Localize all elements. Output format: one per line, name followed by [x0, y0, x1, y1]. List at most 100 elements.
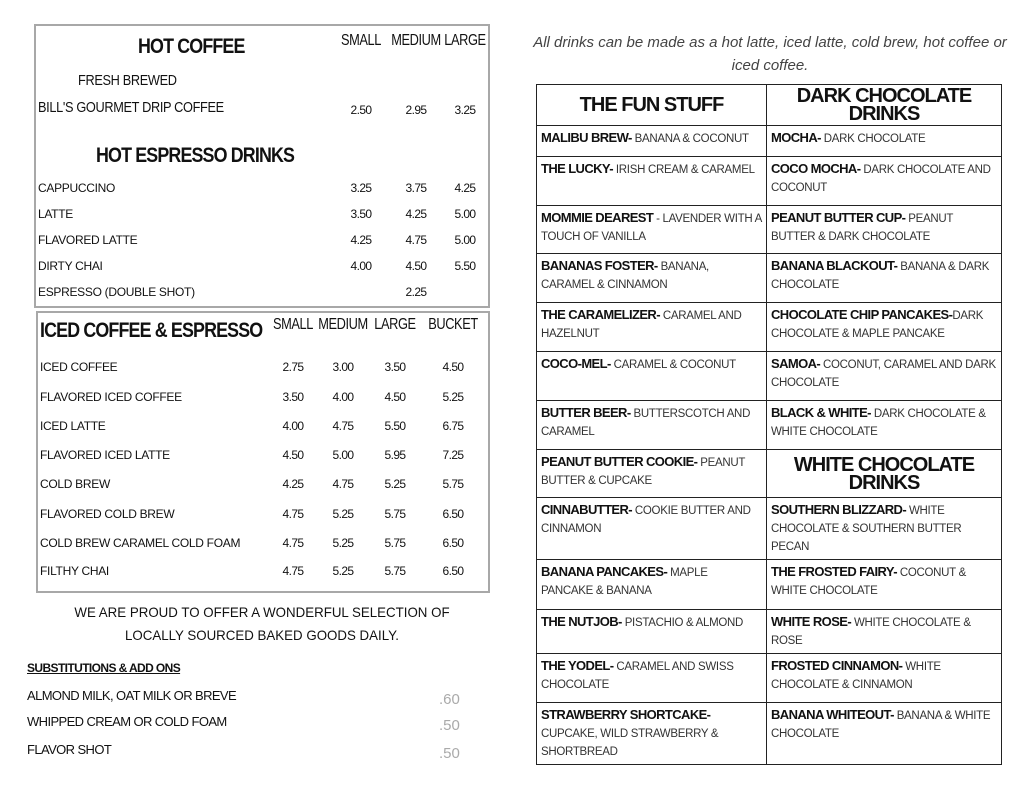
drink-description: BANANA & COCONUT [631, 133, 749, 145]
drink-item: STRAWBERRY SHORTCAKE- CUPCAKE, WILD STRA… [536, 702, 767, 765]
drink-item: THE NUTJOB- PISTACHIO & ALMOND [536, 609, 767, 654]
drink-name: CHOCOLATE CHIP PANCAKES- [771, 307, 953, 322]
drink-item: THE YODEL- CARAMEL AND SWISS CHOCOLATE [536, 653, 767, 703]
addon-price: .60 [439, 691, 460, 708]
drink-name: BLACK & WHITE- [771, 405, 872, 420]
menu-item-price: 5.25 [332, 564, 355, 578]
drink-description: IRISH CREAM & CARAMEL [613, 164, 755, 176]
menu-item-name: BILL'S GOURMET DRIP COFFEE [38, 99, 224, 116]
drink-name: WHITE ROSE- [771, 614, 852, 629]
drink-description: BANANA, CARAMEL & CINNAMON [541, 261, 709, 291]
drink-description: BUTTERSCOTCH AND CARAMEL [541, 408, 751, 438]
drink-description: CARAMEL AND SWISS CHOCOLATE [541, 661, 734, 691]
drink-name: SAMOA- [771, 356, 821, 371]
size-header: SMALL [273, 316, 313, 333]
menu-item-price: 5.50 [384, 419, 407, 433]
menu-item-price: 5.00 [454, 233, 477, 247]
menu-item-price: 4.25 [282, 477, 305, 491]
drink-item: BUTTER BEER- BUTTERSCOTCH AND CARAMEL [536, 400, 767, 450]
drink-item: CINNABUTTER- COOKIE BUTTER AND CINNAMON [536, 497, 767, 560]
menu-item-price: 5.25 [332, 536, 355, 550]
drink-description: PISTACHIO & ALMOND [621, 617, 744, 629]
drink-description: PEANUT BUTTER & CUPCAKE [541, 457, 745, 487]
menu-item-name: COLD BREW [40, 477, 110, 491]
drink-name: BANANA WHITEOUT- [771, 707, 894, 722]
drink-item: THE LUCKY- IRISH CREAM & CARAMEL [536, 156, 767, 206]
drink-name: COCO MOCHA- [771, 161, 861, 176]
drink-name: THE YODEL- [541, 658, 614, 673]
size-header: SMALL [341, 32, 381, 49]
menu-item-price: 5.95 [384, 448, 407, 462]
menu-item-price: 7.25 [442, 448, 465, 462]
drink-name: COCO-MEL- [541, 356, 611, 371]
table-row: BUTTER BEER- BUTTERSCOTCH AND CARAMEL BLA… [536, 400, 1002, 450]
drink-description: CARAMEL & COCONUT [610, 359, 737, 371]
specialty-drinks-table: THE FUN STUFF DARK CHOCOLATE DRINKS MALIBU… [536, 84, 1002, 765]
menu-item-price: 4.75 [282, 536, 305, 550]
drink-item: SOUTHERN BLIZZARD- WHITE CHOCOLATE & SOU… [766, 497, 1002, 560]
drink-description: BANANA & WHITE CHOCOLATE [771, 710, 991, 740]
table-row: COCO-MEL- CARAMEL & COCONUT SAMOA- COCONU… [536, 351, 1002, 401]
menu-item-price: 3.50 [350, 207, 373, 221]
drink-description: CARAMEL AND HAZELNUT [541, 310, 742, 340]
drink-description: WHITE CHOCOLATE & CINNAMON [771, 661, 941, 691]
menu-item-price: 3.50 [282, 390, 305, 404]
menu-item-name: COLD BREW CARAMEL COLD FOAM [40, 536, 241, 550]
drink-description: DARK CHOCOLATE AND COCONUT [771, 164, 991, 194]
menu-item-name: ICED COFFEE [40, 360, 118, 374]
table-row: PEANUT BUTTER COOKIE- PEANUT BUTTER & CU… [536, 449, 1002, 498]
menu-item-price: 3.75 [405, 181, 428, 195]
drink-description: CUPCAKE, WILD STRAWBERRY & SHORTBREAD [541, 728, 719, 758]
menu-item-name: ESPRESSO (DOUBLE SHOT) [38, 285, 195, 299]
menu-item-price: 4.50 [405, 259, 428, 273]
menu-item-name: FLAVORED ICED COFFEE [40, 390, 182, 404]
drink-name: PEANUT BUTTER COOKIE- [541, 454, 698, 469]
menu-item-price: 3.50 [384, 360, 407, 374]
menu-item-price: 6.50 [442, 564, 465, 578]
table-row: BANANAS FOSTER- BANANA, CARAMEL & CINNAM… [536, 253, 1002, 303]
drink-item: THE CARAMELIZER- CARAMEL AND HAZELNUT [536, 302, 767, 352]
fun-header: THE FUN STUFF [536, 84, 767, 126]
drink-description: COOKIE BUTTER AND CINNAMON [541, 505, 751, 535]
drink-name: BANANA BLACKOUT- [771, 258, 898, 273]
addons-title: SUBSTITUTIONS & ADD ONS [27, 661, 181, 675]
menu-item-name: FLAVORED ICED LATTE [40, 448, 170, 462]
addon-name: FLAVOR SHOT [27, 742, 112, 757]
menu-item-price: 5.25 [384, 477, 407, 491]
size-header: MEDIUM [391, 32, 441, 49]
drink-name: MOMMIE DEAREST [541, 210, 654, 225]
table-row: THE NUTJOB- PISTACHIO & ALMOND WHITE ROSE… [536, 609, 1002, 654]
drink-name: STRAWBERRY SHORTCAKE- [541, 707, 711, 722]
dark-header: DARK CHOCOLATE DRINKS [766, 84, 1002, 126]
menu-item-price: 4.50 [282, 448, 305, 462]
size-header: BUCKET [428, 316, 478, 333]
menu-item-price: 5.75 [442, 477, 465, 491]
drink-item: COCO MOCHA- DARK CHOCOLATE AND COCONUT [766, 156, 1002, 206]
menu-item-price: 5.25 [442, 390, 465, 404]
drink-name: FROSTED CINNAMON- [771, 658, 903, 673]
menu-item-name: DIRTY CHAI [38, 259, 103, 273]
menu-item-price: 4.75 [332, 419, 355, 433]
table-row: THE FUN STUFF DARK CHOCOLATE DRINKS [536, 84, 1002, 126]
menu-item-price: 3.25 [350, 181, 373, 195]
drink-description: WHITE CHOCOLATE & SOUTHERN BUTTER PECAN [771, 505, 962, 553]
menu-item-price: 4.50 [384, 390, 407, 404]
drink-item: BANANA PANCAKES- MAPLE PANCAKE & BANANA [536, 559, 767, 610]
drink-description: DARK CHOCOLATE & MAPLE PANCAKE [771, 310, 984, 340]
drink-item: PEANUT BUTTER COOKIE- PEANUT BUTTER & CU… [536, 449, 767, 498]
drink-item: BANANA WHITEOUT- BANANA & WHITE CHOCOLAT… [766, 702, 1002, 765]
drink-name: BANANAS FOSTER- [541, 258, 658, 273]
addon-name: WHIPPED CREAM OR COLD FOAM [27, 714, 227, 729]
drink-item: CHOCOLATE CHIP PANCAKES-DARK CHOCOLATE &… [766, 302, 1002, 352]
fresh-brewed-label: FRESH BREWED [78, 72, 177, 89]
drink-item: BANANAS FOSTER- BANANA, CARAMEL & CINNAM… [536, 253, 767, 303]
menu-item-price: 2.25 [405, 285, 428, 299]
menu-item-name: FLAVORED LATTE [38, 233, 138, 247]
menu-item-price: 4.75 [405, 233, 428, 247]
table-row: STRAWBERRY SHORTCAKE- CUPCAKE, WILD STRA… [536, 702, 1002, 765]
menu-item-name: CAPPUCCINO [38, 181, 116, 195]
drinks-intro: All drinks can be made as a hot latte, i… [533, 34, 1007, 74]
menu-item-price: 4.25 [454, 181, 477, 195]
hot-coffee-title: HOT COFFEE [138, 35, 245, 58]
drink-name: CINNABUTTER- [541, 502, 633, 517]
